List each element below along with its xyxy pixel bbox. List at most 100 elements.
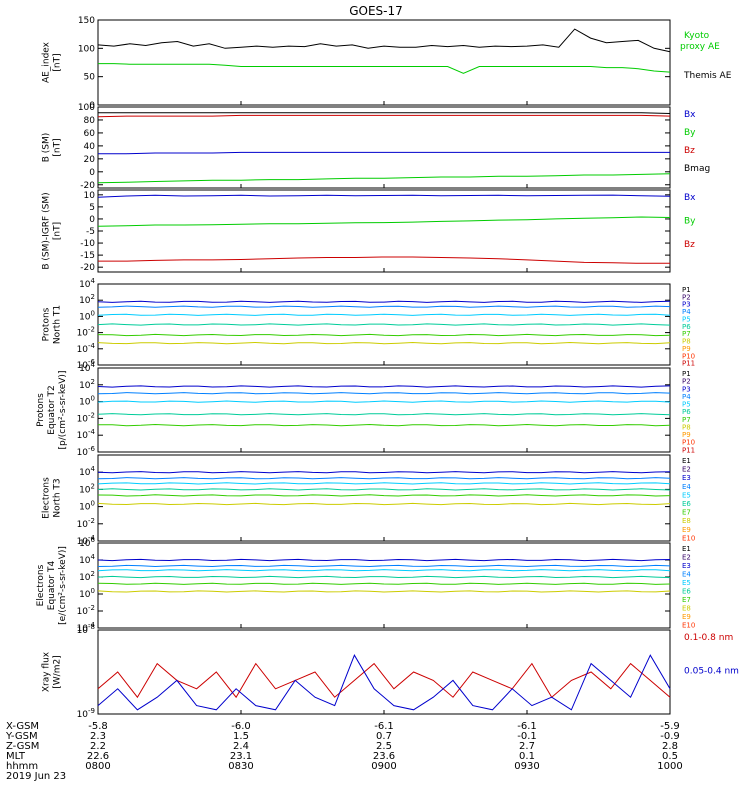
- y-tick-label: 104: [79, 465, 95, 478]
- legend-entry: E9: [682, 613, 691, 621]
- legend-entry: Bz: [684, 146, 695, 156]
- series-line: [97, 564, 671, 568]
- series-line: [97, 558, 671, 562]
- legend-entry: P3: [682, 385, 691, 393]
- legend-entry: E6: [682, 588, 691, 596]
- y-tick-label: 10-4: [77, 534, 96, 547]
- legend-entry: P5: [682, 401, 691, 409]
- legend-entry: P11: [682, 360, 695, 368]
- legend-entry: P2: [682, 293, 691, 301]
- legend-entry: P1: [682, 286, 691, 294]
- y-axis-label: [p/(cm²-s-sr-keV)]: [58, 371, 68, 450]
- series-line: [97, 341, 671, 345]
- ephemeris-value: 22.6: [87, 751, 109, 762]
- y-tick-label: 80: [84, 116, 96, 126]
- legend-entry: Themis AE: [683, 71, 732, 81]
- ephemeris-value: 2.8: [662, 741, 678, 752]
- legend-entry: P11: [682, 446, 695, 454]
- y-axis-label: North T1: [53, 305, 63, 344]
- legend-entry: E7: [682, 596, 691, 604]
- ephemeris-value: 0930: [514, 761, 539, 772]
- series-line: [97, 313, 671, 316]
- y-tick-label: 102: [79, 482, 95, 495]
- legend-entry: P5: [682, 315, 691, 323]
- legend-entry: E6: [682, 500, 691, 508]
- legend-entry: P4: [682, 308, 691, 316]
- ephemeris-value: -6.1: [374, 721, 394, 732]
- series-line: [97, 392, 671, 395]
- series-line: [98, 63, 671, 74]
- y-tick-label: 10-8: [77, 623, 95, 636]
- y-tick-label: 10-4: [77, 621, 96, 634]
- series-line: [98, 256, 670, 264]
- ephemeris-value: 1000: [657, 761, 682, 772]
- y-tick-label: 60: [84, 129, 96, 139]
- ephemeris-value: 1.5: [233, 731, 249, 742]
- legend-entry: E4: [682, 483, 691, 491]
- ephemeris-value: 0900: [371, 761, 396, 772]
- y-tick-label: -15: [80, 251, 95, 261]
- y-tick-label: 10-6: [77, 445, 96, 458]
- ephemeris-value: 0.1: [519, 751, 535, 762]
- series-line: [97, 482, 671, 485]
- series-line: [97, 114, 671, 118]
- y-tick-label: 5: [89, 203, 95, 213]
- y-tick-label: 106: [79, 536, 95, 549]
- legend-entry: P1: [682, 370, 691, 378]
- legend-entry: P10: [682, 439, 695, 447]
- ephemeris-label: Z-GSM: [6, 741, 39, 752]
- series-line: [97, 194, 671, 198]
- y-axis-label: Protons: [36, 393, 46, 427]
- legend-entry: P7: [682, 330, 691, 338]
- legend-entry: Kyoto: [684, 31, 710, 41]
- panel-frame: [97, 367, 671, 453]
- y-tick-label: 102: [79, 378, 95, 391]
- series-line: [97, 305, 671, 308]
- ephemeris-label: hhmm: [6, 761, 38, 772]
- legend-entry: P9: [682, 431, 691, 439]
- series-line: [97, 385, 671, 388]
- legend-entry: E1: [682, 545, 691, 553]
- y-axis-label: Protons: [42, 307, 52, 341]
- series-line: [97, 216, 671, 227]
- y-axis-label: Electrons: [42, 477, 52, 519]
- y-tick-label: 0: [89, 101, 95, 111]
- y-axis-label: Electrons: [36, 564, 46, 606]
- y-tick-label: -10: [80, 239, 95, 249]
- y-tick-label: -5: [86, 227, 95, 237]
- legend-entry: E7: [682, 509, 691, 517]
- legend-entry: E8: [682, 605, 691, 613]
- y-axis-label: North T3: [53, 478, 63, 517]
- y-axis-label: [nT]: [53, 138, 63, 156]
- series-line: [97, 575, 671, 579]
- y-tick-label: 10-2: [77, 411, 95, 424]
- ephemeris-value: -0.1: [517, 731, 537, 742]
- panel-frame: [97, 454, 671, 542]
- series-line: [97, 413, 671, 416]
- y-tick-label: 0: [89, 168, 95, 178]
- ephemeris-value: 2.7: [519, 741, 535, 752]
- figure-title: GOES-17: [349, 4, 403, 18]
- ephemeris-value: 23.1: [230, 751, 252, 762]
- series-line: [97, 423, 671, 427]
- series-line: [97, 654, 671, 711]
- y-axis-label: [nT]: [53, 53, 63, 71]
- panel-frame: [97, 19, 671, 106]
- panel-frame: [97, 106, 671, 189]
- series-line: [97, 488, 671, 491]
- y-tick-label: 100: [79, 500, 95, 513]
- legend-entry: E5: [682, 491, 691, 499]
- legend-entry: 0.1-0.8 nm: [684, 633, 733, 643]
- legend-entry: Bx: [684, 110, 696, 120]
- y-tick-label: 10-2: [77, 604, 95, 617]
- series-line: [97, 662, 671, 699]
- y-tick-label: 100: [78, 103, 95, 113]
- ephemeris-label: Y-GSM: [5, 731, 38, 742]
- y-axis-label: [e/(cm²-s-sr-keV)]: [58, 546, 68, 625]
- legend-entry: E9: [682, 526, 691, 534]
- ephemeris-value: 2.4: [233, 741, 249, 752]
- y-tick-label: 104: [79, 553, 95, 566]
- y-tick-label: 10-9: [77, 707, 95, 720]
- series-line: [97, 494, 671, 497]
- legend-entry: E10: [682, 622, 695, 630]
